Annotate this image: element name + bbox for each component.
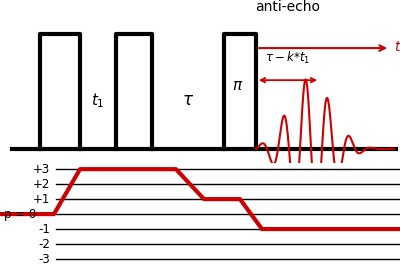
Text: $t_1$: $t_1$: [91, 91, 105, 110]
Text: $\tau - k{*}t_1$: $\tau - k{*}t_1$: [265, 50, 311, 66]
Text: $\tau$: $\tau$: [182, 92, 194, 109]
Text: +2: +2: [33, 178, 50, 191]
Text: p = 0: p = 0: [4, 208, 36, 221]
Text: -3: -3: [38, 253, 50, 266]
Text: +1: +1: [33, 193, 50, 206]
Text: $t_2$: $t_2$: [394, 40, 400, 56]
Text: $\pi$: $\pi$: [232, 79, 244, 93]
Text: -1: -1: [38, 222, 50, 235]
Text: +3: +3: [33, 163, 50, 176]
Text: anti-echo: anti-echo: [256, 0, 320, 14]
Text: -2: -2: [38, 238, 50, 251]
